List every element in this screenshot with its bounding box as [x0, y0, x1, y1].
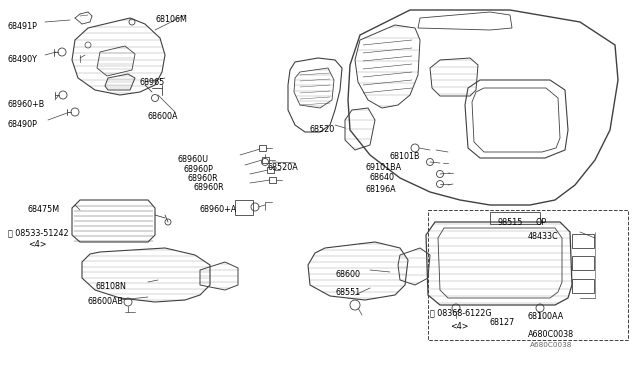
Text: 68960R: 68960R	[188, 174, 219, 183]
Text: 68490P: 68490P	[8, 120, 38, 129]
Bar	[572, 256, 594, 270]
Text: A680C0038: A680C0038	[530, 342, 572, 348]
Text: <4>: <4>	[28, 240, 47, 249]
Text: 68960+A: 68960+A	[200, 205, 237, 214]
Bar	[262, 157, 269, 163]
Bar	[572, 234, 594, 248]
Text: 68127: 68127	[490, 318, 515, 327]
Text: 68600: 68600	[335, 270, 360, 279]
Text: 68600AB: 68600AB	[88, 297, 124, 306]
Text: A680C0038: A680C0038	[528, 330, 574, 339]
Text: 68960P: 68960P	[183, 165, 213, 174]
Text: Ⓢ 08533-51242: Ⓢ 08533-51242	[8, 228, 68, 237]
Text: Ⓢ 08368-6122G: Ⓢ 08368-6122G	[430, 308, 492, 317]
Text: 68100AA: 68100AA	[528, 312, 564, 321]
Text: 68490Y: 68490Y	[8, 55, 38, 64]
Text: 68960R: 68960R	[193, 183, 223, 192]
Bar	[490, 212, 540, 224]
Text: 68520: 68520	[310, 125, 335, 134]
Text: 68960+B: 68960+B	[8, 100, 45, 109]
Bar	[267, 167, 274, 173]
Bar	[572, 279, 594, 293]
Text: 68491P: 68491P	[8, 22, 38, 31]
Text: 68101B: 68101B	[390, 152, 420, 161]
Text: 48433C: 48433C	[528, 232, 559, 241]
Text: 68520A: 68520A	[267, 163, 298, 172]
Text: 68196A: 68196A	[365, 185, 396, 194]
Bar	[235, 200, 253, 215]
Text: OP: OP	[535, 218, 546, 227]
Text: 68960U: 68960U	[178, 155, 209, 164]
Text: 69101BA: 69101BA	[365, 163, 401, 172]
Text: 68640: 68640	[370, 173, 395, 182]
Text: 68106M: 68106M	[155, 15, 187, 24]
Bar	[428, 210, 628, 340]
Text: 98515: 98515	[497, 218, 522, 227]
Text: 68965: 68965	[140, 78, 165, 87]
Text: 68551: 68551	[335, 288, 360, 297]
Text: <4>: <4>	[450, 322, 468, 331]
Bar	[259, 145, 266, 151]
Text: 68475M: 68475M	[28, 205, 60, 214]
Bar	[269, 177, 276, 183]
Text: 68108N: 68108N	[95, 282, 126, 291]
Text: 68600A: 68600A	[148, 112, 179, 121]
